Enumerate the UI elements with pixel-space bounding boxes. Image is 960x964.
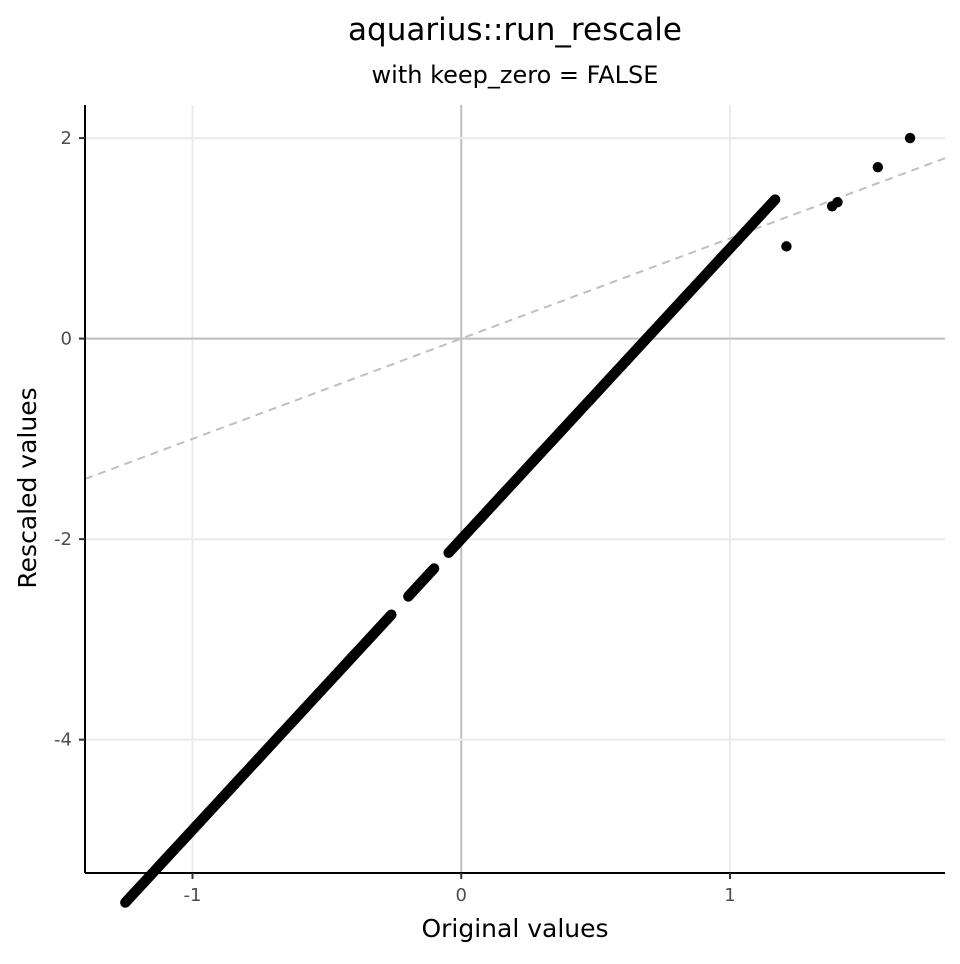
- data-point: [386, 609, 397, 620]
- axis-layer: [84, 105, 945, 874]
- data-point: [428, 563, 440, 574]
- reference-line-layer: [84, 157, 946, 480]
- data-point: [781, 241, 792, 252]
- x-axis-title: Original values: [421, 914, 608, 943]
- x-tick-label: 1: [724, 885, 735, 906]
- x-tick-label: -1: [184, 885, 202, 906]
- chart-title: aquarius::run_rescale: [348, 12, 682, 48]
- points-layer: [120, 132, 916, 908]
- grid-layer: [85, 105, 945, 873]
- ticks-layer: -1 0 1 -4 -2 0 2: [54, 128, 736, 906]
- chart-subtitle: with keep_zero = FALSE: [372, 61, 659, 89]
- y-axis-title: Rescaled values: [13, 387, 42, 588]
- y-tick-label: -4: [54, 730, 72, 751]
- y-tick-label: 2: [61, 128, 72, 149]
- data-point: [872, 161, 884, 173]
- y-tick-label: -2: [54, 529, 72, 550]
- data-point: [832, 197, 843, 208]
- data-point: [904, 132, 916, 144]
- identity-reference-line: [84, 157, 946, 480]
- data-point: [769, 194, 781, 205]
- x-tick-label: 0: [456, 885, 467, 906]
- y-tick-label: 0: [61, 329, 72, 350]
